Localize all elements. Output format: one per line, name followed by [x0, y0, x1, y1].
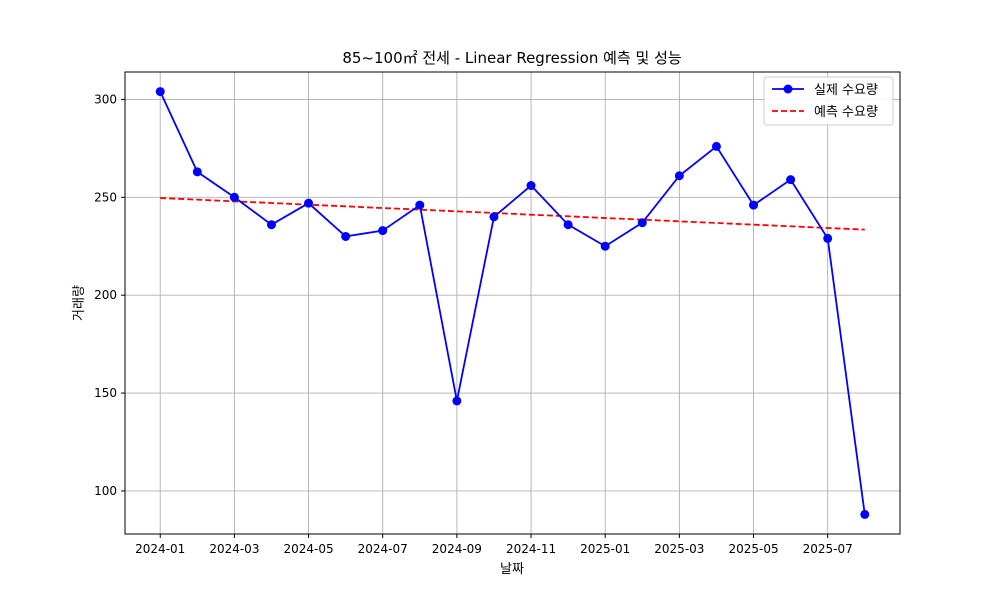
actual-demand-point	[192, 167, 202, 177]
actual-demand-point	[304, 198, 314, 208]
y-axis-label: 거래량	[72, 285, 87, 321]
legend-actual-marker	[783, 84, 793, 94]
actual-demand-point	[637, 218, 647, 228]
actual-demand-point	[823, 233, 833, 243]
x-tick-label: 2025-07	[803, 542, 853, 556]
y-tick-label: 300	[94, 92, 117, 106]
actual-demand-point	[563, 220, 573, 230]
x-tick-label: 2025-05	[728, 542, 778, 556]
y-tick-label: 150	[94, 386, 117, 400]
y-tick-label: 250	[94, 190, 117, 204]
actual-demand-point	[860, 509, 870, 519]
actual-demand-point	[229, 192, 239, 202]
x-tick-label: 2024-07	[358, 542, 408, 556]
actual-demand-point	[749, 200, 759, 210]
actual-demand-point	[600, 241, 610, 251]
x-tick-label: 2024-03	[209, 542, 259, 556]
actual-demand-point	[378, 226, 388, 236]
x-tick-label: 2024-11	[506, 542, 556, 556]
legend-predicted-label: 예측 수요량	[814, 105, 878, 120]
x-tick-label: 2024-01	[135, 542, 185, 556]
x-tick-label: 2024-05	[283, 542, 333, 556]
y-tick-label: 200	[94, 288, 117, 302]
axis-ticks: 2024-01 2024-03 2024-05 2024-07 2024-09 2024-…	[94, 92, 853, 556]
x-tick-label: 2025-03	[654, 542, 704, 556]
chart-title: 85~100㎡ 전세 - Linear Regression 예측 및 성능	[342, 49, 682, 67]
legend-actual-label: 실제 수요량	[814, 83, 878, 98]
actual-demand-point	[452, 396, 462, 406]
actual-demand-point	[266, 220, 276, 230]
y-tick-label: 100	[94, 484, 117, 498]
actual-demand-point	[674, 171, 684, 181]
legend: 실제 수요량 예측 수요량	[763, 76, 894, 126]
grid-lines	[125, 72, 900, 534]
actual-demand-point	[489, 212, 499, 222]
actual-demand-point	[155, 87, 165, 97]
series-layer	[155, 87, 870, 519]
actual-demand-line	[159, 91, 866, 515]
x-tick-label: 2024-09	[432, 542, 482, 556]
actual-demand-point	[711, 141, 721, 151]
x-axis-label: 날짜	[500, 562, 524, 577]
predicted-demand-line	[160, 197, 865, 231]
actual-demand-point	[526, 181, 536, 191]
x-tick-label: 2025-01	[580, 542, 630, 556]
actual-demand-point	[415, 200, 425, 210]
plot-frame	[124, 71, 901, 535]
actual-demand-point	[341, 231, 351, 241]
actual-demand-point	[786, 175, 796, 185]
